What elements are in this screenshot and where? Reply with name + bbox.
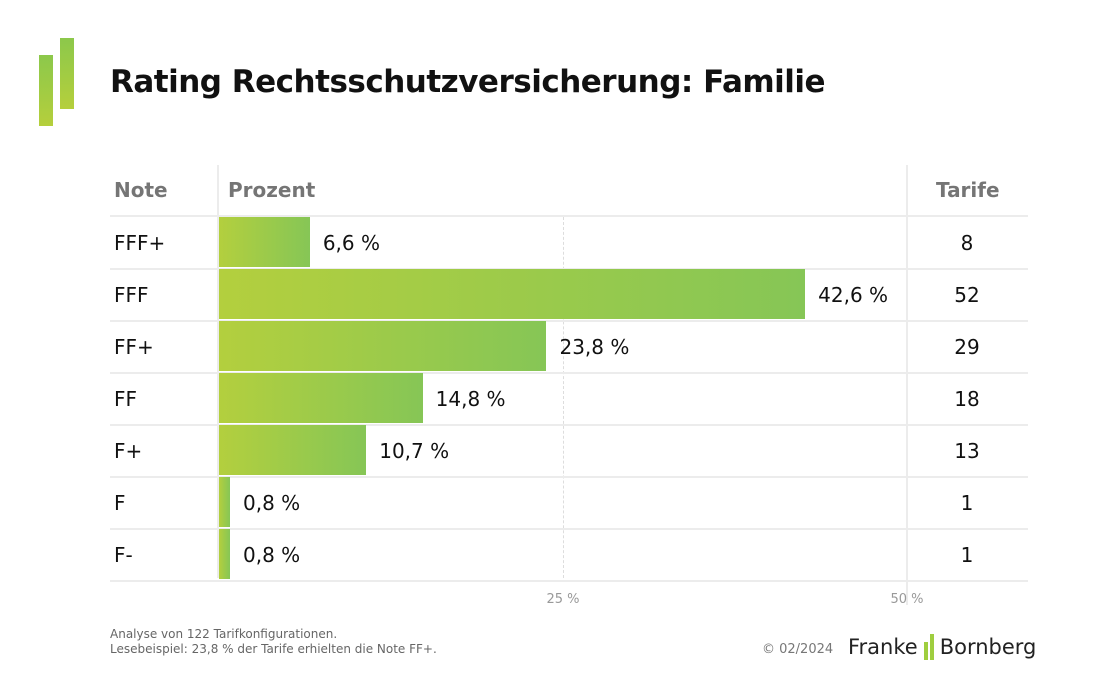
header-note: Note: [114, 178, 168, 202]
note-label: FF+: [114, 335, 154, 359]
note-label: F+: [114, 439, 143, 463]
row-divider: [110, 580, 1028, 582]
logo-bar-icon: [39, 55, 53, 126]
logo-bar-icon: [60, 38, 74, 109]
brand-logo: Franke Bornberg: [848, 634, 1036, 660]
tariff-count: 29: [954, 335, 980, 359]
note-label: F-: [114, 543, 133, 567]
tariff-count: 8: [960, 231, 974, 255]
tick-label: 50 %: [890, 592, 924, 607]
row-divider: [110, 320, 1028, 322]
header-tariffs: Tarife: [936, 178, 1000, 202]
note-label: FFF+: [114, 231, 166, 255]
brand-text: Franke: [848, 635, 918, 659]
divider: [217, 165, 219, 578]
note-label: FFF: [114, 283, 149, 307]
brand-text: Bornberg: [939, 635, 1037, 659]
note-label: FF: [114, 387, 138, 411]
value-label: 0,8 %: [243, 543, 301, 567]
bar: [219, 425, 367, 475]
value-label: 10,7 %: [379, 439, 450, 463]
value-label: 42,6 %: [818, 283, 889, 307]
footnote: Analyse von 122 Tarifkonfigurationen. Les…: [110, 627, 437, 657]
row-divider: [110, 424, 1028, 426]
header-percent: Prozent: [228, 178, 316, 202]
tariff-count: 13: [954, 439, 980, 463]
row-divider: [110, 215, 1028, 217]
footnote-line: Lesebeispiel: 23,8 % der Tarife erhielte…: [110, 642, 437, 656]
bar: [219, 321, 547, 371]
value-label: 0,8 %: [243, 491, 301, 515]
bar: [219, 217, 310, 267]
copyright: © 02/2024: [762, 642, 834, 657]
bar: [219, 269, 806, 319]
row-divider: [110, 528, 1028, 530]
tariff-count: 52: [954, 283, 980, 307]
value-label: 6,6 %: [322, 231, 380, 255]
row-divider: [110, 476, 1028, 478]
bar: [219, 529, 230, 579]
tariff-count: 18: [954, 387, 980, 411]
gridline-25: [563, 217, 564, 578]
value-label: 23,8 %: [559, 335, 630, 359]
row-divider: [110, 372, 1028, 374]
divider: [906, 165, 908, 605]
value-label: 14,8 %: [435, 387, 506, 411]
footnote-line: Analyse von 122 Tarifkonfigurationen.: [110, 627, 338, 641]
bar: [219, 477, 230, 527]
page-title: Rating Rechtsschutzversicherung: Familie: [110, 64, 826, 100]
tariff-count: 1: [960, 543, 974, 567]
note-label: F: [114, 491, 126, 515]
tariff-count: 1: [960, 491, 974, 515]
tick-label: 25 %: [546, 592, 580, 607]
bar: [219, 373, 423, 423]
